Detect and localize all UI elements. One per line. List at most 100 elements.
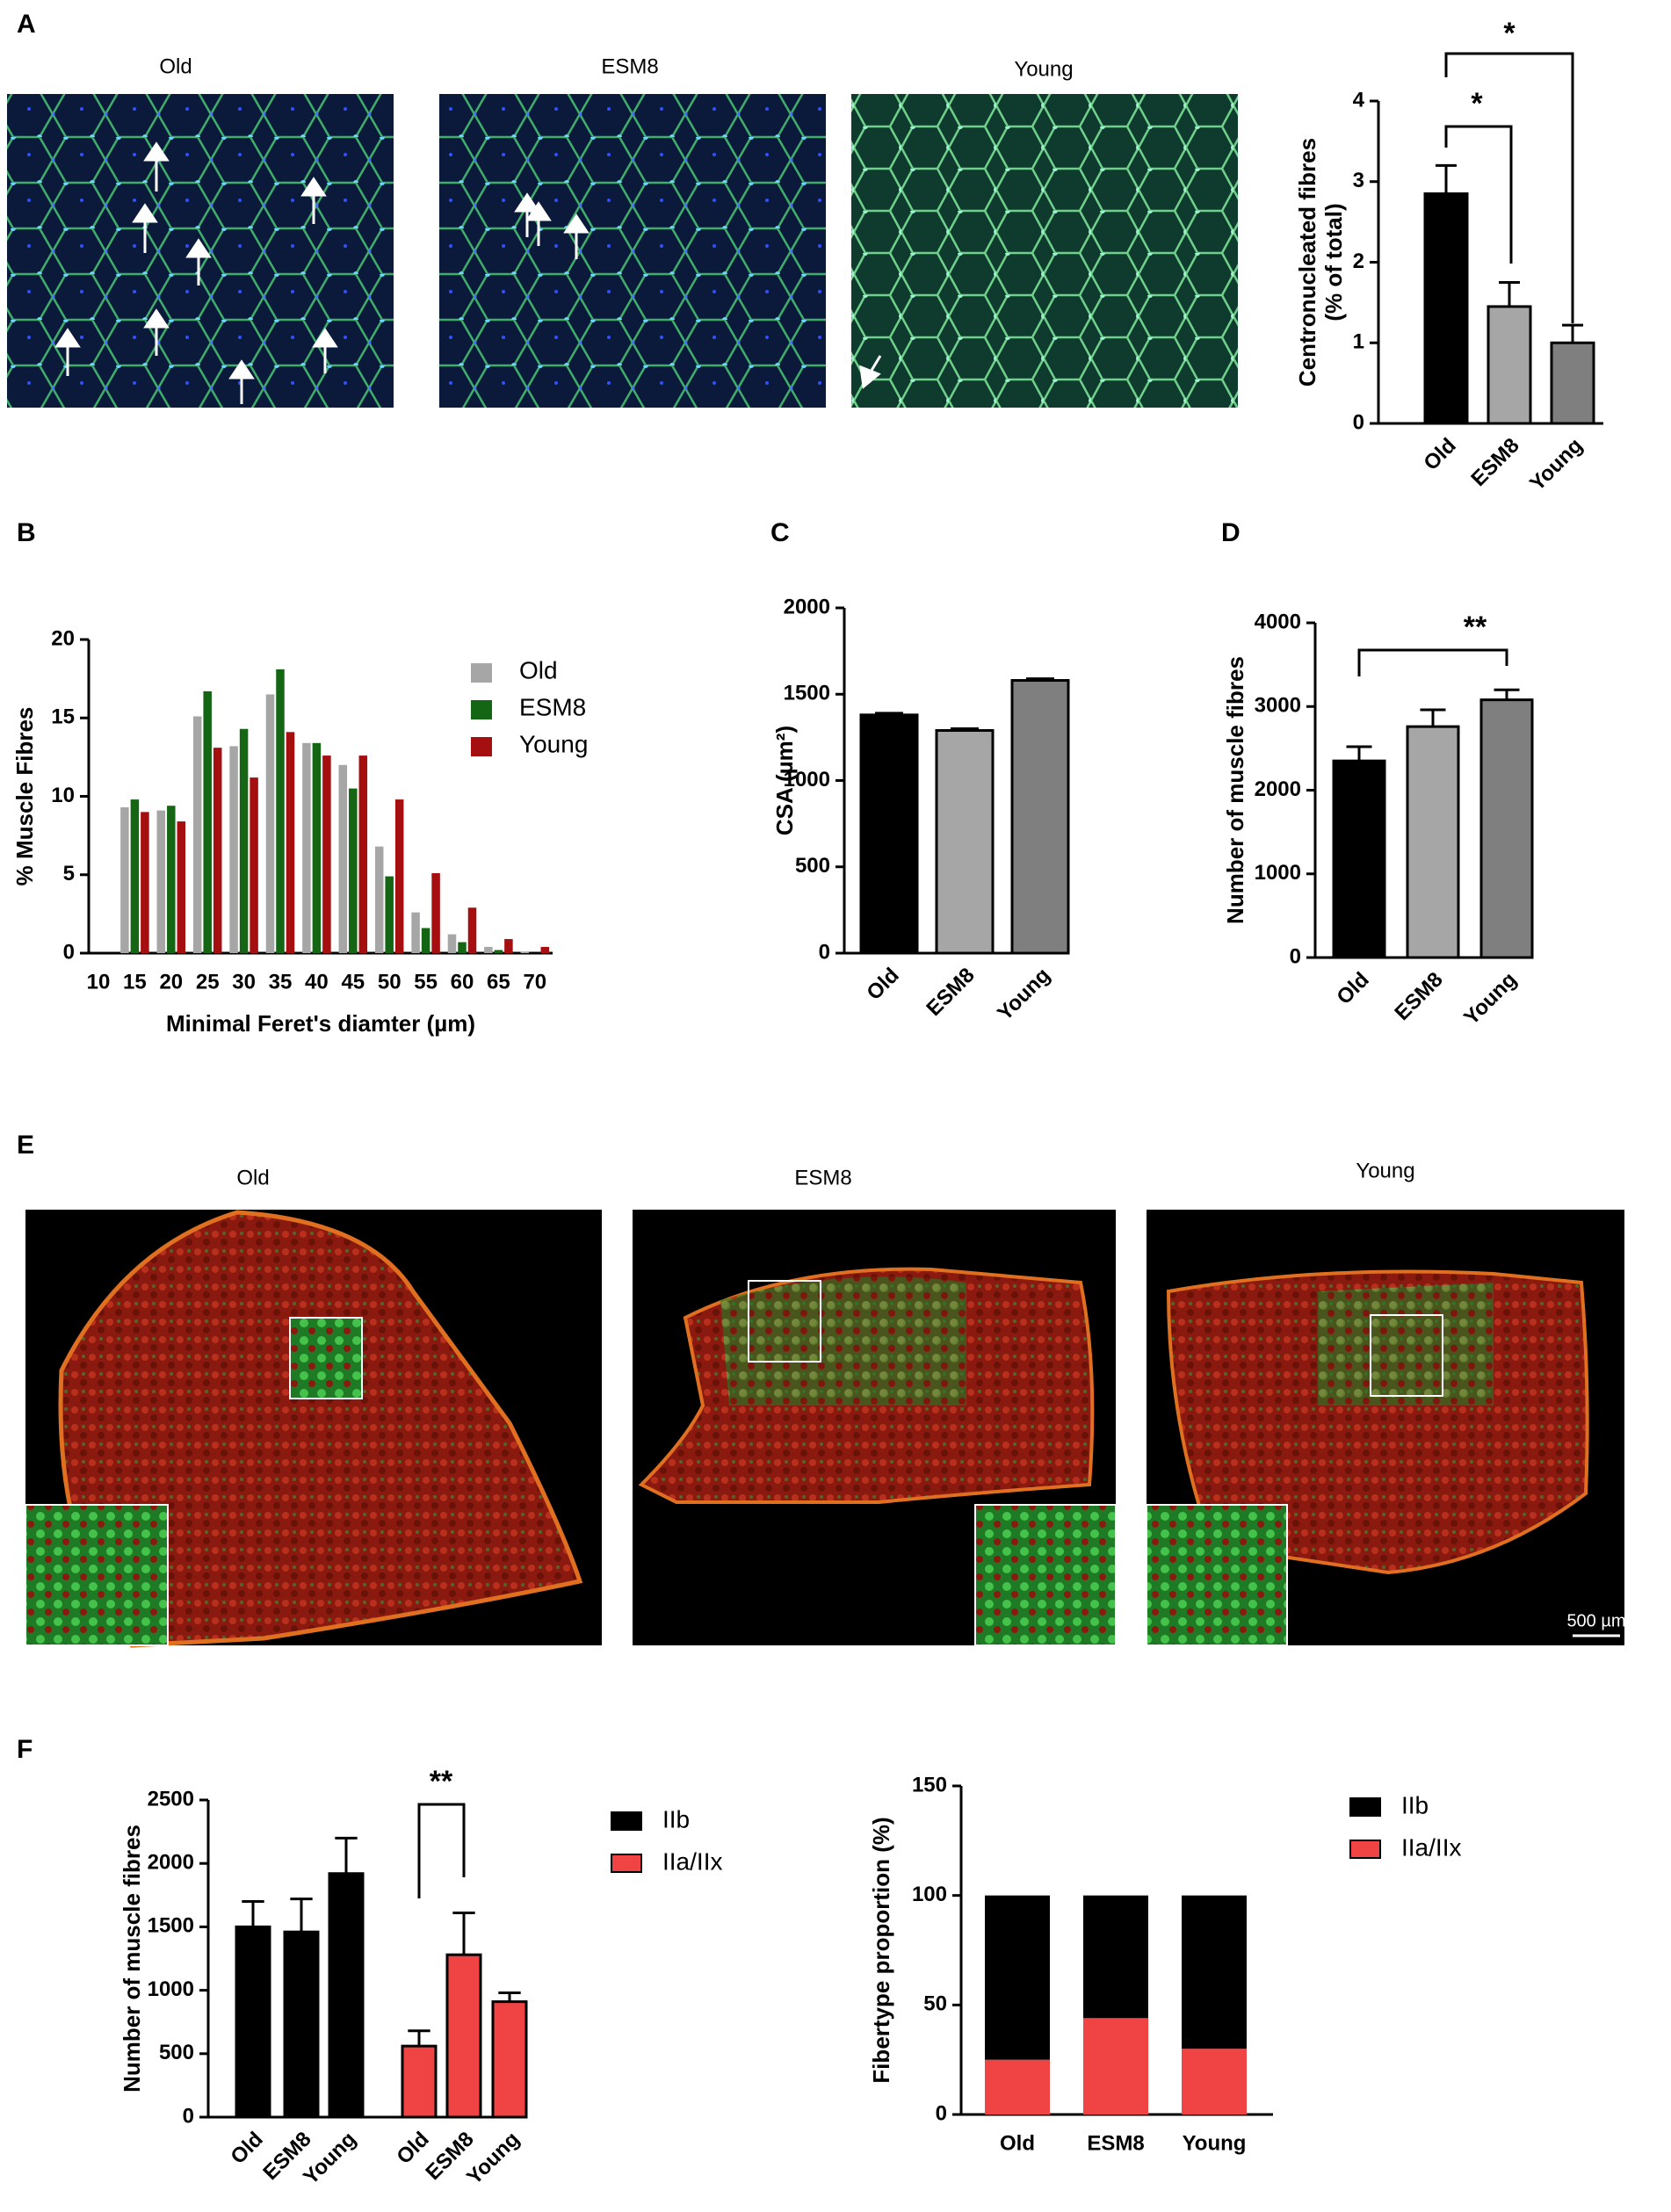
bar <box>859 713 919 955</box>
legend-label: Old <box>519 656 558 683</box>
y-tick-label: 2000 <box>1255 777 1301 801</box>
bar <box>935 729 995 955</box>
bar <box>1010 679 1070 955</box>
bar <box>504 938 513 953</box>
y-tick-label: 1000 <box>1255 861 1301 885</box>
legend-label: IIb <box>662 1805 690 1832</box>
image-label: Young <box>1356 1159 1414 1182</box>
bar-segment <box>985 1895 1050 2060</box>
significance-label: * <box>1503 17 1515 50</box>
y-tick-label: 500 <box>795 854 830 878</box>
bar <box>192 716 202 953</box>
bar <box>1479 698 1534 959</box>
bar <box>494 950 503 953</box>
x-tick-label: 30 <box>232 970 256 994</box>
y-tick-label: 1000 <box>148 1977 194 2001</box>
bar <box>235 1925 271 2119</box>
bar <box>338 764 348 953</box>
bar <box>177 821 186 953</box>
micrograph-e <box>25 1210 1624 1648</box>
bar <box>540 946 550 953</box>
image-label: Old <box>236 1166 269 1189</box>
x-tick-label: 70 <box>523 970 546 994</box>
significance-bracket <box>1357 648 1508 676</box>
x-tick-label: 10 <box>87 970 111 994</box>
legend-swatch <box>611 1811 642 1831</box>
legend-swatch <box>611 1854 642 1873</box>
bar <box>520 951 530 953</box>
y-tick-label: 1000 <box>784 768 830 792</box>
bar <box>302 742 311 953</box>
x-tick-label: Old <box>1332 968 1373 1009</box>
micrograph-a <box>7 94 1238 408</box>
bar <box>120 806 129 953</box>
x-tick-label: Old <box>862 964 903 1005</box>
x-tick-label: 45 <box>341 970 365 994</box>
y-tick-label: 4000 <box>1255 610 1301 633</box>
x-tick-label: Old <box>226 2128 267 2169</box>
bar <box>130 799 140 953</box>
bar <box>283 1930 320 2119</box>
bar <box>141 812 149 953</box>
legend-swatch <box>1349 1840 1381 1859</box>
bar <box>1487 305 1532 425</box>
x-tick-label: ESM8 <box>1087 2131 1144 2155</box>
y-tick-label: 2 <box>1353 249 1364 273</box>
significance-label: * <box>1471 87 1483 120</box>
bar <box>229 746 238 953</box>
x-tick-label: 35 <box>269 970 293 994</box>
legend-swatch <box>471 663 492 683</box>
bar <box>411 912 420 953</box>
y-tick-label: 0 <box>936 2101 947 2125</box>
y-tick-label: 3000 <box>1255 694 1301 718</box>
x-tick-label: 50 <box>378 970 401 994</box>
x-tick-label: ESM8 <box>1390 968 1447 1025</box>
image-label: ESM8 <box>601 54 658 78</box>
y-tick-label: 150 <box>912 1773 947 1796</box>
bar <box>322 755 331 953</box>
y-tick-label: 1500 <box>148 1914 194 1938</box>
bar <box>358 755 368 953</box>
y-tick-label: 20 <box>51 626 75 650</box>
legend-label: Young <box>519 730 588 757</box>
bar <box>1550 341 1595 425</box>
y-tick-label: 0 <box>1290 944 1301 968</box>
y-axis-title: Number of muscle fibres <box>119 1825 145 2093</box>
y-tick-label: 2000 <box>784 595 830 618</box>
bar <box>394 799 404 953</box>
x-tick-label: ESM8 <box>1466 434 1523 491</box>
bar <box>250 777 258 953</box>
bar-segment <box>1083 1895 1148 2019</box>
panel-letter: F <box>17 1735 33 1764</box>
bar <box>1406 725 1460 959</box>
bar-segment <box>985 2059 1050 2114</box>
x-tick-label: Young <box>1459 968 1522 1030</box>
y-tick-label: 0 <box>63 940 75 964</box>
bar <box>431 872 440 953</box>
bar <box>203 690 212 953</box>
bar <box>213 748 222 953</box>
x-tick-label: Young <box>993 964 1055 1026</box>
bar <box>467 907 477 953</box>
bar <box>276 669 285 953</box>
bar-segment <box>1182 1895 1247 2049</box>
x-tick-label: 55 <box>414 970 438 994</box>
x-tick-label: Old <box>1000 2131 1035 2155</box>
significance-bracket <box>417 1803 466 1898</box>
legend-label: IIa/IIx <box>662 1847 722 1875</box>
y-tick-label: 2000 <box>148 1851 194 1875</box>
x-axis-title: Minimal Feret's diamter (µm) <box>166 1010 475 1037</box>
x-tick-label: 15 <box>123 970 147 994</box>
bar <box>447 934 457 953</box>
y-tick-label: 0 <box>183 2104 194 2128</box>
y-tick-label: 15 <box>51 705 75 729</box>
significance-label: ** <box>430 1765 453 1798</box>
panel-letter: C <box>770 518 790 547</box>
x-tick-label: Young <box>1183 2131 1247 2155</box>
bar <box>1423 192 1469 425</box>
legend-swatch <box>471 700 492 719</box>
y-axis-title: (% of total) <box>1320 203 1347 321</box>
bar <box>1332 759 1386 959</box>
significance-bracket <box>1444 52 1574 323</box>
